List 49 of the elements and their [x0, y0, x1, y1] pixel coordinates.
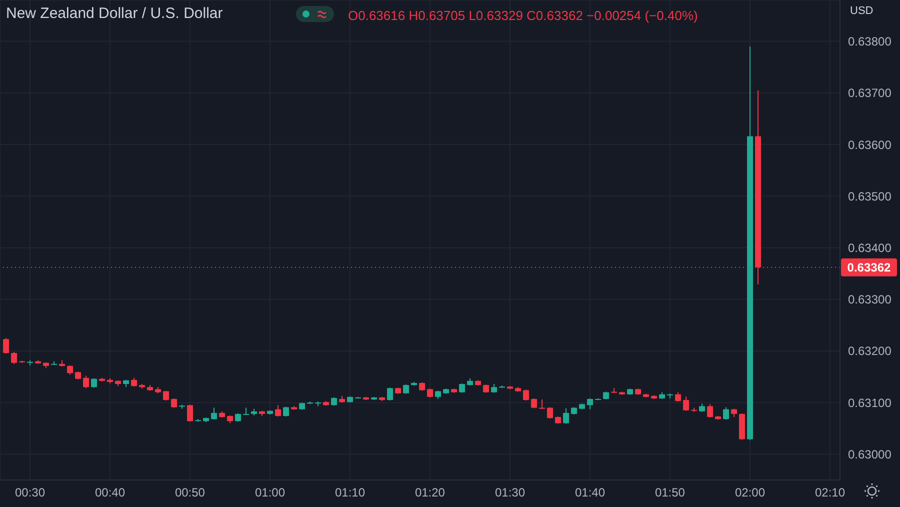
text: USD	[850, 5, 874, 17]
x-tick-label: 01:30	[494, 486, 526, 500]
x-tick-label: 00:30	[14, 486, 46, 500]
candlestick	[171, 398, 178, 408]
y-tick-label: 0.63100	[848, 396, 892, 410]
x-tick-label: 01:10	[335, 486, 366, 500]
annotation: O0.63616 H0.63705 L0.63329 C0.63362 −0.00254 (−0.40%)	[348, 8, 698, 23]
x-tick-label: 01:40	[575, 486, 606, 500]
candlestick	[523, 389, 529, 402]
candlestick	[683, 396, 690, 412]
candlestick	[275, 404, 282, 418]
candlestick	[707, 404, 714, 418]
y-tick-label: 0.63500	[848, 189, 892, 204]
candlestick	[83, 375, 90, 389]
candlestick	[187, 404, 193, 422]
candlestick	[539, 398, 546, 410]
candlestick	[211, 407, 217, 420]
x-tick-label: 00:50	[174, 486, 206, 500]
candlestick	[3, 338, 10, 354]
x-tick-label: 02:10	[815, 486, 846, 500]
x-tick-label: 01:20	[414, 486, 446, 500]
candlestick	[547, 406, 553, 420]
candlestick	[11, 352, 18, 364]
y-tick-label: 0.63200	[848, 344, 892, 358]
x-tick-label: 01:00	[254, 486, 286, 500]
chart-title: New Zealand Dollar / U.S. Dollar	[6, 5, 223, 22]
y-tick-label: 0.63000	[848, 447, 892, 462]
y-tick-label: 0.63700	[848, 86, 892, 100]
y-tick-label: 0.63300	[848, 292, 892, 307]
y-tick-label: 0.63600	[848, 138, 892, 152]
candlestick	[243, 407, 250, 416]
candlestick	[563, 408, 570, 424]
candlestick	[459, 382, 466, 394]
candlestick	[91, 378, 97, 388]
candlestick	[283, 406, 289, 418]
x-tick-label: 02:00	[734, 486, 766, 500]
ref-line-label: 0.63362	[847, 260, 892, 274]
candlestick	[67, 364, 73, 376]
y-tick-label: 0.63800	[848, 34, 892, 49]
candlestick	[387, 387, 394, 402]
candlestick	[403, 384, 409, 394]
candlestick	[587, 398, 594, 410]
y-tick-label: 0.63400	[848, 241, 892, 255]
x-tick-label: 01:50	[654, 486, 686, 500]
candlestick	[675, 392, 682, 402]
candlestick	[163, 390, 169, 402]
x-tick-label: 00:40	[95, 486, 126, 500]
candlestick	[723, 406, 730, 420]
candlestick	[531, 398, 538, 409]
